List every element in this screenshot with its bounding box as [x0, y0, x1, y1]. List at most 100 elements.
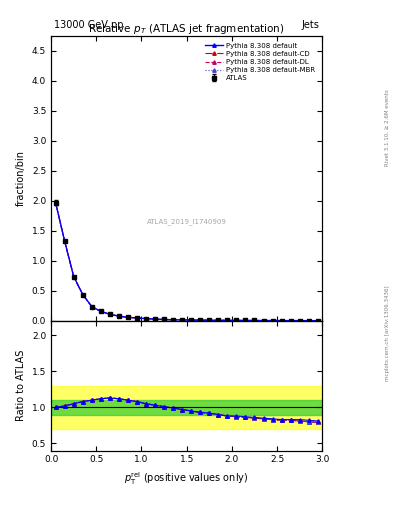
Pythia 8.308 default-CD: [243, 317, 248, 324]
Pythia 8.308 default-MBR: [90, 304, 94, 310]
Pythia 8.308 default: [307, 317, 311, 324]
Pythia 8.308 default-DL: [252, 317, 257, 324]
Pythia 8.308 default: [225, 317, 230, 324]
Pythia 8.308 default: [297, 317, 302, 324]
Pythia 8.308 default-CD: [252, 317, 257, 324]
Pythia 8.308 default: [108, 311, 112, 317]
Pythia 8.308 default-DL: [162, 316, 167, 323]
Pythia 8.308 default-DL: [261, 317, 266, 324]
Pythia 8.308 default: [252, 317, 257, 324]
Pythia 8.308 default-MBR: [81, 291, 85, 297]
Pythia 8.308 default-MBR: [288, 317, 293, 324]
Pythia 8.308 default: [134, 315, 139, 321]
Pythia 8.308 default: [53, 200, 58, 206]
Pythia 8.308 default-MBR: [108, 311, 112, 317]
Pythia 8.308 default-CD: [90, 304, 94, 310]
Pythia 8.308 default-DL: [216, 317, 221, 324]
Pythia 8.308 default-DL: [279, 317, 284, 324]
Pythia 8.308 default-MBR: [279, 317, 284, 324]
Text: ATLAS_2019_I1740909: ATLAS_2019_I1740909: [147, 218, 227, 225]
Pythia 8.308 default-DL: [53, 200, 58, 206]
Pythia 8.308 default-MBR: [243, 317, 248, 324]
Pythia 8.308 default-DL: [189, 317, 193, 323]
Pythia 8.308 default-MBR: [134, 315, 139, 321]
Pythia 8.308 default-MBR: [198, 317, 203, 323]
Pythia 8.308 default-CD: [189, 317, 193, 323]
Pythia 8.308 default: [144, 315, 149, 322]
Pythia 8.308 default-DL: [307, 317, 311, 324]
Pythia 8.308 default-DL: [316, 317, 320, 324]
Pythia 8.308 default-DL: [225, 317, 230, 324]
Bar: [51, 386, 322, 429]
Pythia 8.308 default-CD: [316, 317, 320, 324]
Pythia 8.308 default-CD: [62, 238, 67, 244]
Pythia 8.308 default-MBR: [270, 317, 275, 324]
Pythia 8.308 default-CD: [98, 308, 103, 314]
Text: Rivet 3.1.10, ≥ 2.6M events: Rivet 3.1.10, ≥ 2.6M events: [385, 90, 389, 166]
Pythia 8.308 default-MBR: [98, 308, 103, 314]
Pythia 8.308 default-DL: [81, 291, 85, 297]
Pythia 8.308 default-CD: [207, 317, 211, 323]
Pythia 8.308 default-CD: [279, 317, 284, 324]
Pythia 8.308 default-MBR: [62, 238, 67, 244]
Pythia 8.308 default-CD: [53, 200, 58, 206]
Pythia 8.308 default-CD: [162, 316, 167, 323]
Line: Pythia 8.308 default-DL: Pythia 8.308 default-DL: [54, 201, 320, 323]
Pythia 8.308 default-CD: [116, 313, 121, 319]
Pythia 8.308 default-CD: [72, 273, 76, 280]
Pythia 8.308 default-CD: [297, 317, 302, 324]
Bar: [51, 400, 322, 415]
Pythia 8.308 default-MBR: [152, 316, 157, 322]
Pythia 8.308 default-DL: [288, 317, 293, 324]
Pythia 8.308 default: [279, 317, 284, 324]
Pythia 8.308 default: [316, 317, 320, 324]
Pythia 8.308 default: [90, 304, 94, 310]
Pythia 8.308 default-MBR: [216, 317, 221, 324]
Pythia 8.308 default-MBR: [234, 317, 239, 324]
Pythia 8.308 default: [288, 317, 293, 324]
Text: Jets: Jets: [302, 20, 320, 30]
X-axis label: $p_{\mathrm{T}}^{\mathrm{rel}}$ (positive values only): $p_{\mathrm{T}}^{\mathrm{rel}}$ (positiv…: [125, 470, 249, 487]
Pythia 8.308 default-MBR: [171, 317, 175, 323]
Pythia 8.308 default: [216, 317, 221, 324]
Pythia 8.308 default-CD: [307, 317, 311, 324]
Pythia 8.308 default: [243, 317, 248, 324]
Pythia 8.308 default-MBR: [162, 316, 167, 323]
Pythia 8.308 default-MBR: [261, 317, 266, 324]
Pythia 8.308 default-DL: [62, 238, 67, 244]
Pythia 8.308 default: [72, 273, 76, 280]
Pythia 8.308 default-CD: [216, 317, 221, 324]
Pythia 8.308 default-MBR: [126, 314, 130, 321]
Pythia 8.308 default-DL: [243, 317, 248, 324]
Pythia 8.308 default-CD: [108, 311, 112, 317]
Pythia 8.308 default-DL: [134, 315, 139, 321]
Pythia 8.308 default-DL: [270, 317, 275, 324]
Pythia 8.308 default-DL: [90, 304, 94, 310]
Title: Relative $p_T$ (ATLAS jet fragmentation): Relative $p_T$ (ATLAS jet fragmentation): [88, 22, 285, 36]
Pythia 8.308 default: [189, 317, 193, 323]
Pythia 8.308 default-DL: [198, 317, 203, 323]
Pythia 8.308 default-DL: [72, 273, 76, 280]
Pythia 8.308 default: [234, 317, 239, 324]
Pythia 8.308 default-MBR: [189, 317, 193, 323]
Pythia 8.308 default-DL: [126, 314, 130, 321]
Pythia 8.308 default-MBR: [225, 317, 230, 324]
Pythia 8.308 default-CD: [126, 314, 130, 321]
Pythia 8.308 default-DL: [297, 317, 302, 324]
Pythia 8.308 default-DL: [234, 317, 239, 324]
Pythia 8.308 default: [270, 317, 275, 324]
Pythia 8.308 default-MBR: [207, 317, 211, 323]
Line: Pythia 8.308 default-CD: Pythia 8.308 default-CD: [54, 201, 320, 323]
Text: mcplots.cern.ch [arXiv:1306.3436]: mcplots.cern.ch [arXiv:1306.3436]: [385, 285, 389, 380]
Pythia 8.308 default: [116, 313, 121, 319]
Pythia 8.308 default-MBR: [144, 315, 149, 322]
Pythia 8.308 default-CD: [180, 317, 185, 323]
Pythia 8.308 default-MBR: [72, 273, 76, 280]
Pythia 8.308 default-CD: [198, 317, 203, 323]
Pythia 8.308 default-MBR: [116, 313, 121, 319]
Pythia 8.308 default: [198, 317, 203, 323]
Pythia 8.308 default-DL: [171, 317, 175, 323]
Pythia 8.308 default-CD: [270, 317, 275, 324]
Pythia 8.308 default-CD: [234, 317, 239, 324]
Pythia 8.308 default-MBR: [307, 317, 311, 324]
